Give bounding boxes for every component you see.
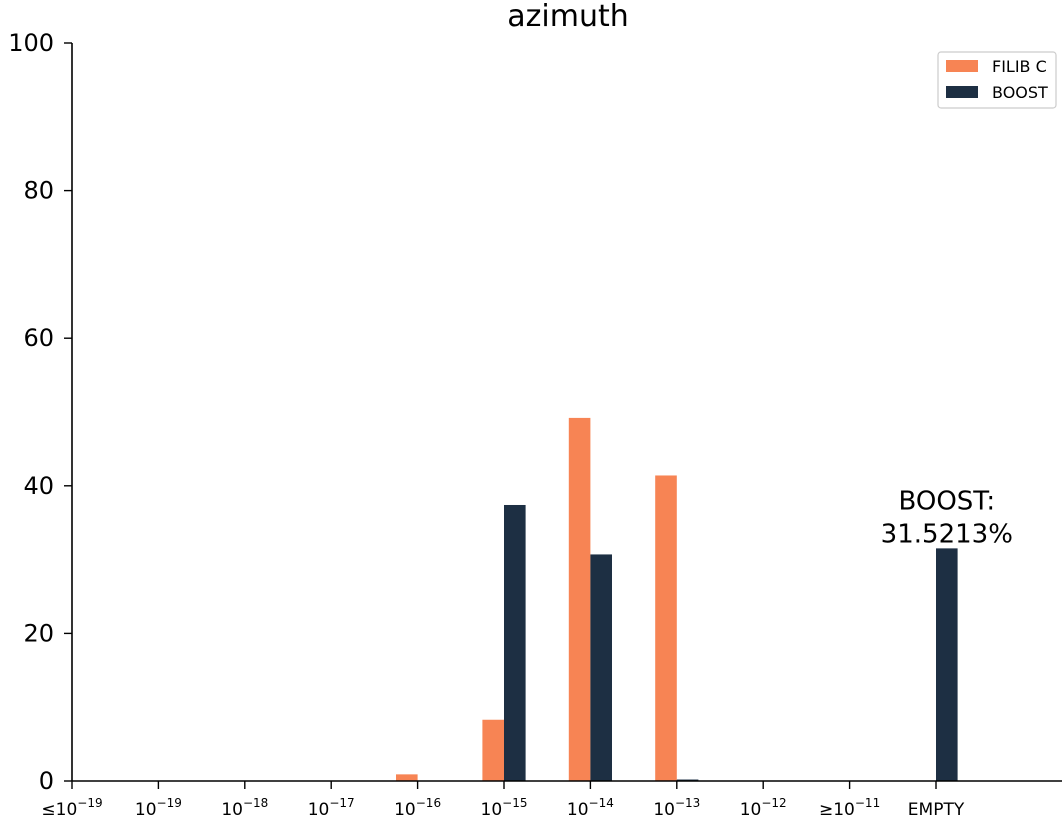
y-tick-label: 100 [8,29,54,57]
x-tick-label: EMPTY [908,800,965,820]
x-tick-label: 10−14 [567,796,614,820]
x-tick-label: ≤10−19 [41,796,102,820]
legend-swatch [946,86,978,98]
bars [396,417,958,781]
chart-title: azimuth [507,0,628,34]
x-tick-label: ≥10−11 [819,796,880,820]
bar-filib-c-5 [482,719,504,781]
x-tick-label: 10−13 [653,796,700,820]
legend-swatch [946,60,978,72]
x-tick-label: 10−19 [135,796,182,820]
y-tick-label: 60 [23,324,54,352]
legend-label: BOOST [992,83,1048,102]
bar-boost-6 [590,554,612,781]
bar-filib-c-4 [396,774,418,781]
y-tick-label: 0 [39,767,54,795]
bar-boost-5 [504,504,526,781]
annotation: BOOST: 31.5213% [881,486,1013,549]
bar-filib-c-7 [655,475,677,781]
y-tick-label: 40 [23,472,54,500]
x-tick-label: 10−16 [394,796,441,820]
x-tick-label: 10−15 [481,796,528,820]
y-tick-label: 20 [23,619,54,647]
legend: FILIB C BOOST [937,51,1057,109]
annotation-line-1: BOOST: [898,486,995,516]
bar-filib-c-6 [568,417,591,781]
bar-boost-10 [936,548,958,781]
x-tick-label: 10−12 [740,796,787,820]
legend-label: FILIB C [992,57,1047,76]
y-axis: 0 20 40 60 80 100 [8,29,73,795]
x-axis: ≤10−19 10−19 10−18 10−17 10−16 10−15 10−14 10−1… [41,780,1062,820]
x-tick-label: 10−17 [308,796,355,820]
x-tick-label: 10−18 [221,796,268,820]
y-tick-label: 80 [23,177,54,205]
annotation-line-2: 31.5213% [881,519,1013,549]
